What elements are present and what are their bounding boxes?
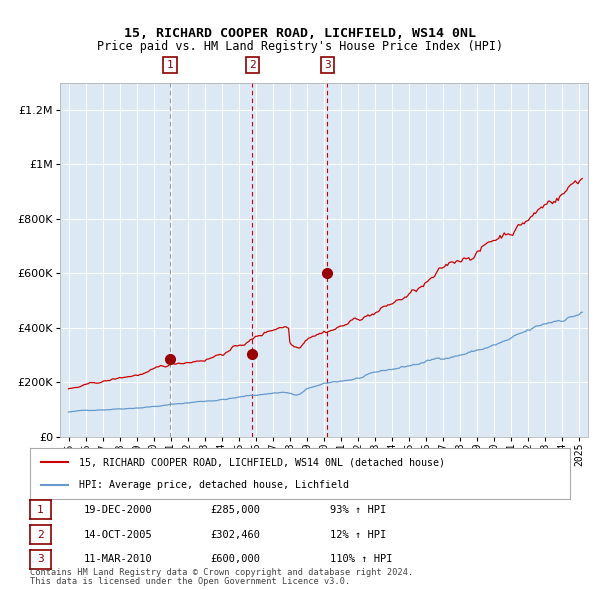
Text: 15, RICHARD COOPER ROAD, LICHFIELD, WS14 0NL (detached house): 15, RICHARD COOPER ROAD, LICHFIELD, WS14… <box>79 457 445 467</box>
Text: £600,000: £600,000 <box>210 555 260 564</box>
Text: 2: 2 <box>37 530 44 539</box>
Text: 19-DEC-2000: 19-DEC-2000 <box>84 505 153 514</box>
Text: 15, RICHARD COOPER ROAD, LICHFIELD, WS14 0NL: 15, RICHARD COOPER ROAD, LICHFIELD, WS14… <box>124 27 476 40</box>
Text: 110% ↑ HPI: 110% ↑ HPI <box>330 555 392 564</box>
Text: HPI: Average price, detached house, Lichfield: HPI: Average price, detached house, Lich… <box>79 480 349 490</box>
Text: 2: 2 <box>249 60 256 70</box>
Text: £302,460: £302,460 <box>210 530 260 539</box>
Text: 1: 1 <box>167 60 173 70</box>
Text: 93% ↑ HPI: 93% ↑ HPI <box>330 505 386 514</box>
Text: 1: 1 <box>37 505 44 514</box>
Text: Contains HM Land Registry data © Crown copyright and database right 2024.: Contains HM Land Registry data © Crown c… <box>30 568 413 577</box>
Text: Price paid vs. HM Land Registry's House Price Index (HPI): Price paid vs. HM Land Registry's House … <box>97 40 503 53</box>
Text: 3: 3 <box>37 555 44 564</box>
Text: £285,000: £285,000 <box>210 505 260 514</box>
Text: This data is licensed under the Open Government Licence v3.0.: This data is licensed under the Open Gov… <box>30 578 350 586</box>
Text: 14-OCT-2005: 14-OCT-2005 <box>84 530 153 539</box>
Text: 11-MAR-2010: 11-MAR-2010 <box>84 555 153 564</box>
Text: 3: 3 <box>324 60 331 70</box>
Text: 12% ↑ HPI: 12% ↑ HPI <box>330 530 386 539</box>
